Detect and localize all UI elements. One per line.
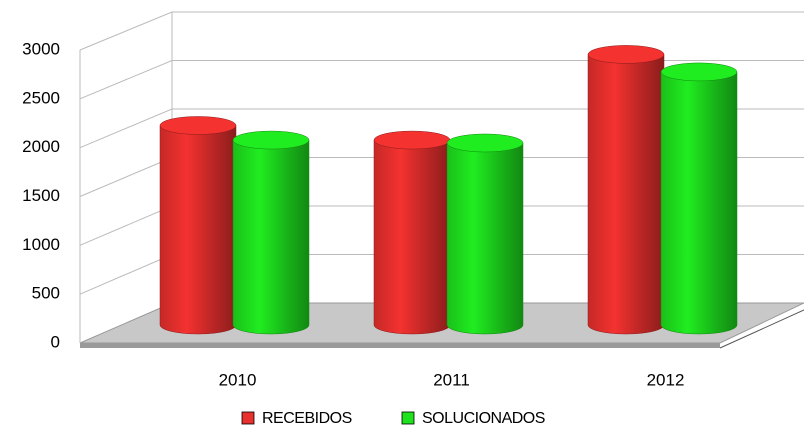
y-tick-label: 0 (51, 332, 60, 351)
bar-top (660, 62, 738, 82)
bar (660, 71, 738, 335)
y-tick-label: 2500 (22, 88, 60, 107)
bar (159, 125, 237, 335)
bar (232, 139, 310, 335)
y-tick-label: 1000 (22, 235, 60, 254)
bar (587, 54, 665, 335)
y-tick-label: 1500 (22, 186, 60, 205)
x-tick-label: 2010 (219, 370, 257, 389)
bar (446, 142, 524, 335)
x-tick-label: 2012 (647, 370, 685, 389)
bar-top (446, 133, 524, 153)
bar-top (373, 130, 451, 150)
legend-label: SOLUCIONADOS (422, 410, 545, 427)
legend-swatch (241, 411, 255, 425)
x-tick-label: 2011 (433, 370, 470, 389)
bar (373, 139, 451, 335)
bar-top (232, 130, 310, 150)
grid-line (79, 11, 804, 51)
y-tick-label: 3000 (22, 39, 60, 58)
floor-side (719, 309, 804, 349)
y-tick-label: 500 (32, 284, 60, 303)
bar-top (159, 116, 237, 135)
y-tick-label: 2000 (22, 137, 60, 156)
legend-label: RECEBIDOS (262, 410, 352, 427)
legend-swatch (401, 411, 415, 425)
bar-top (587, 45, 665, 64)
floor-edge (80, 343, 720, 348)
